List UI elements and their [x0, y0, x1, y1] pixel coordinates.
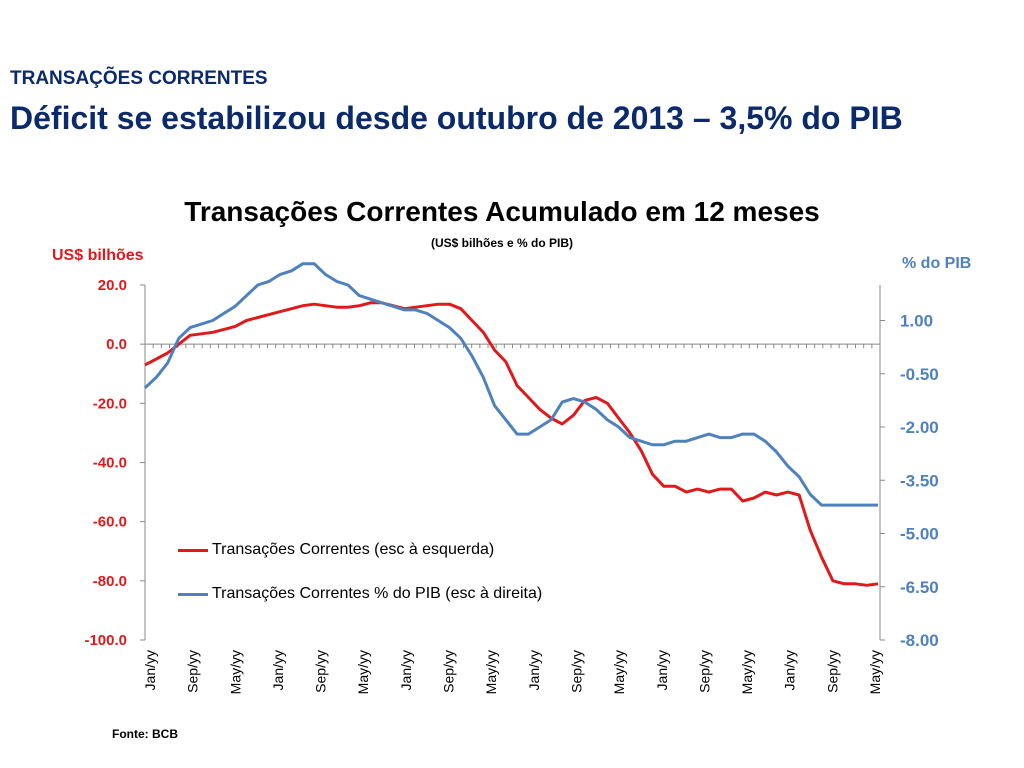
chart-legend: Transações Correntes (esc à esquerda) Tr…	[178, 540, 542, 628]
right-tick-label: -6.50	[900, 578, 939, 597]
right-tick-label: -8.00	[900, 631, 939, 650]
x-tick-label: Sep/yy	[313, 650, 329, 693]
legend-swatch-red	[178, 548, 208, 552]
right-axis-unit: % do PIB	[902, 255, 972, 272]
x-tick-label: Jan/yy	[398, 650, 414, 690]
left-tick-label: 20.0	[98, 277, 127, 294]
section-kicker: TRANSAÇÕES CORRENTES	[10, 68, 268, 89]
x-tick-label: Jan/yy	[654, 650, 670, 690]
right-tick-label: -5.00	[900, 525, 939, 544]
left-tick-label: -20.0	[93, 395, 127, 412]
left-tick-label: -40.0	[93, 455, 127, 472]
x-tick-label: May/yy	[611, 650, 627, 694]
legend-swatch-blue	[178, 592, 208, 596]
x-tick-label: May/yy	[227, 650, 243, 694]
legend-label-pct-gdp: Transações Correntes % do PIB (esc à dir…	[212, 585, 543, 602]
x-tick-label: May/yy	[355, 650, 371, 694]
legend-item-pct-gdp: Transações Correntes % do PIB (esc à dir…	[178, 584, 542, 604]
legend-item-current-account: Transações Correntes (esc à esquerda)	[178, 540, 542, 560]
x-tick-label: Sep/yy	[441, 650, 457, 693]
left-axis-unit: US$ bilhões	[52, 247, 144, 264]
left-tick-label: -60.0	[93, 514, 127, 531]
x-tick-label: May/yy	[739, 650, 755, 694]
x-tick-label: Sep/yy	[696, 650, 712, 693]
x-tick-label: Jan/yy	[142, 650, 158, 690]
source-note: Fonte: BCB	[112, 727, 178, 741]
left-tick-label: -80.0	[93, 573, 127, 590]
right-tick-label: -3.50	[900, 471, 939, 490]
right-tick-label: -2.00	[900, 418, 939, 437]
x-tick-label: Sep/yy	[568, 650, 584, 693]
chart-subtitle: (US$ bilhões e % do PIB)	[430, 236, 574, 250]
slide-headline: Déficit se estabilizou desde outubro de …	[10, 100, 903, 136]
x-tick-label: Sep/yy	[185, 650, 201, 693]
x-tick-label: May/yy	[483, 650, 499, 694]
x-tick-label: Jan/yy	[526, 650, 542, 690]
right-tick-label: 1.00	[900, 312, 933, 331]
series-line-pct-gdp	[143, 262, 878, 507]
x-tick-label: May/yy	[867, 650, 883, 694]
x-tick-label: Sep/yy	[824, 650, 840, 693]
legend-label-current-account: Transações Correntes (esc à esquerda)	[212, 541, 495, 558]
x-tick-label: Jan/yy	[782, 650, 798, 690]
left-tick-label: -100.0	[84, 632, 127, 649]
series-line-current-account	[144, 301, 879, 587]
chart-title: Transações Correntes Acumulado em 12 mes…	[184, 196, 820, 227]
left-tick-label: 0.0	[106, 336, 127, 353]
right-tick-label: -0.50	[900, 365, 939, 384]
x-tick-label: Jan/yy	[270, 650, 286, 690]
